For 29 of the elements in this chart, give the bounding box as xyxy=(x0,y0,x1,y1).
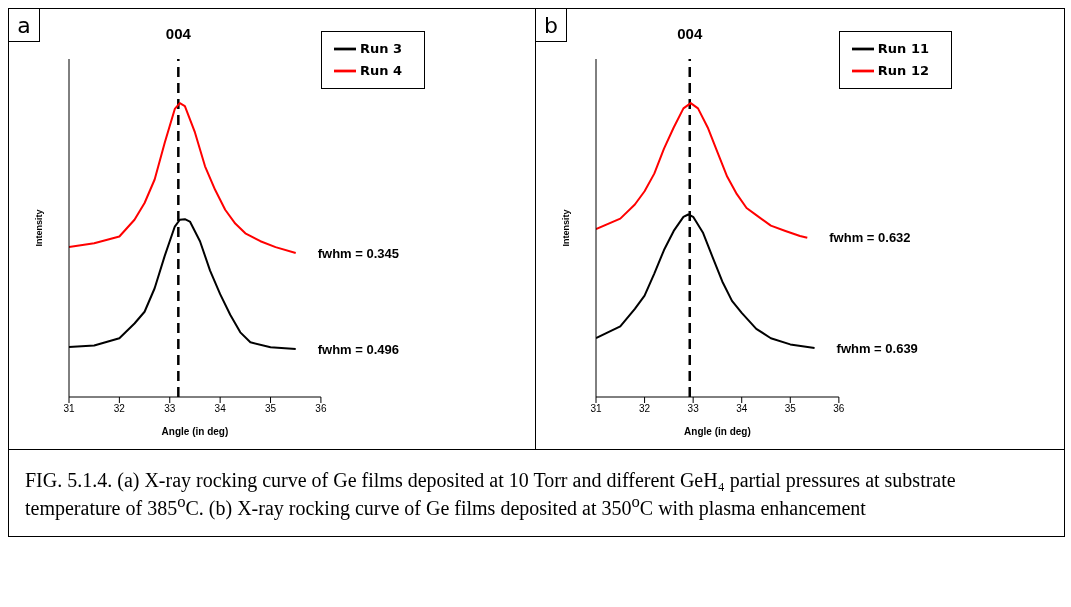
text: 004 xyxy=(165,25,192,42)
x-tick-label: 33 xyxy=(687,403,700,415)
caption: FIG. 5.1.4. (a) X-ray rocking curve of Ge films deposited at 10 Torr and different GeH₄ partial pressures at substrate temperature of 385$^{o}$C. (b) X-ray rocking curve of Ge films deposited at 350$^{o}$C with plasma enhancement xyxy=(24,468,957,522)
x-tick-label: 31 xyxy=(63,403,75,415)
legend-label: Run 11 xyxy=(877,40,929,56)
text: 004 xyxy=(677,25,703,42)
x-tick-label: 35 xyxy=(264,403,277,415)
x-tick-label: 35 xyxy=(784,403,797,415)
x-tick-label: 32 xyxy=(113,403,126,415)
legend-label: Run 3 xyxy=(359,40,402,56)
x-tick-label: 36 xyxy=(833,403,845,415)
x-tick-label: 32 xyxy=(639,403,651,415)
x-tick-label: 34 xyxy=(214,403,227,415)
y-axis-title: Intensity xyxy=(34,209,45,247)
annotation: fwhm = 0.496 xyxy=(317,341,400,357)
x-tick-label: 31 xyxy=(590,403,602,415)
x-tick-label: 33 xyxy=(164,403,176,415)
x-axis-title: Angle (in deg) xyxy=(684,426,751,437)
chart-title: b xyxy=(536,9,567,42)
x-tick-label: 34 xyxy=(736,403,748,415)
legend-label: Run 12 xyxy=(877,62,929,78)
x-axis-title: Angle (in deg) xyxy=(161,426,229,437)
x-tick-label: 36 xyxy=(315,403,327,415)
legend-label: Run 4 xyxy=(359,62,402,78)
chart-title: a xyxy=(9,9,40,42)
y-axis-title: Intensity xyxy=(561,209,572,247)
annotation: fwhm = 0.639 xyxy=(836,340,918,356)
annotation: fwhm = 0.632 xyxy=(829,230,911,246)
annotation: fwhm = 0.345 xyxy=(317,245,400,261)
